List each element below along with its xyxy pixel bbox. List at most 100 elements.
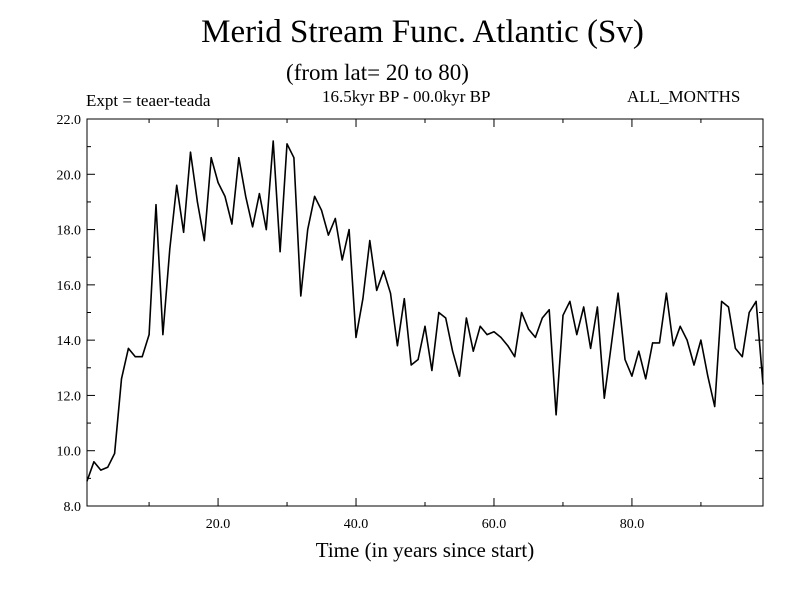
data-point [534,336,537,338]
data-point [327,234,329,236]
data-point [362,298,364,300]
y-tick-label: 14.0 [57,334,82,349]
chart-subtitle: (from lat= 20 to 80) [286,60,469,85]
y-tick-label: 18.0 [57,224,82,239]
data-point [610,345,612,347]
data-point [493,331,495,333]
data-point [548,309,550,311]
data-point [645,378,647,380]
data-point [438,311,440,314]
data-point [658,342,661,344]
data-point [134,356,136,358]
data-point [148,334,150,336]
data-point [672,345,674,347]
data-point [762,383,764,385]
data-point [721,300,723,302]
data-point [652,342,654,344]
data-point [748,311,750,314]
x-tick-label: 80.0 [620,517,645,532]
data-point [369,240,371,242]
data-point [217,182,219,184]
data-point [624,358,626,361]
data-point [590,347,592,349]
data-point [445,317,447,319]
data-point [562,314,564,316]
months-label: ALL_MONTHS [627,87,741,106]
data-point [314,195,316,197]
data-point [93,461,95,463]
data-point [176,184,178,186]
data-point [603,397,605,399]
data-point [521,311,523,314]
data-point [452,350,454,352]
data-point [155,204,157,206]
experiment-label: Expt = teaer-teada [86,91,211,110]
data-point [686,339,688,341]
data-point [114,452,116,455]
data-point [355,336,357,338]
data-point [741,356,743,358]
data-point [727,306,730,308]
data-point [252,226,254,228]
data-point [320,209,323,211]
data-point [120,378,123,380]
data-point [472,350,474,352]
x-tick-label: 40.0 [344,517,369,532]
data-point [196,201,198,203]
data-point [569,300,571,302]
data-point [431,369,433,372]
data-point [383,270,385,272]
data-point [638,350,640,352]
data-point [265,229,267,231]
data-point [465,317,467,319]
data-point [665,292,668,294]
data-point [279,251,281,253]
data-point [714,405,716,408]
y-tick-label: 20.0 [57,168,82,183]
data-point [707,375,709,377]
data-point [403,298,405,300]
data-point [231,223,233,225]
x-axis-label: Time (in years since start) [315,538,535,562]
data-point [127,347,129,349]
data-point [183,231,185,233]
y-tick-label: 8.0 [64,500,82,515]
data-point [541,317,543,319]
data-point [631,375,633,377]
data-point [272,140,274,142]
data-point [203,240,205,242]
data-point [224,195,226,197]
y-tick-label: 22.0 [57,113,82,128]
data-point [734,347,737,349]
y-tick-label: 10.0 [57,445,82,460]
data-point [162,334,164,336]
data-point [410,364,412,366]
data-point [100,469,102,471]
data-point [396,345,398,347]
data-point [238,157,240,159]
data-point [245,195,247,197]
data-point [210,157,212,159]
data-point [141,356,143,358]
data-point [286,143,288,145]
data-point [334,217,336,220]
period-label: 16.5kyr BP - 00.0kyr BP [322,87,491,106]
y-tick-label: 16.0 [57,279,82,294]
data-point [293,157,295,159]
data-point [458,375,461,377]
data-point [514,356,516,358]
data-point [348,229,350,231]
data-point [300,295,302,297]
data-point [500,336,502,338]
data-point [107,466,109,468]
y-tick-label: 12.0 [57,389,82,404]
data-point [341,259,343,261]
data-point [617,292,619,294]
data-point [417,358,419,361]
data-point [424,325,426,327]
data-point [258,193,260,195]
data-point [576,334,578,336]
data-point [376,289,378,291]
data-point [679,325,681,327]
data-point [507,345,509,347]
